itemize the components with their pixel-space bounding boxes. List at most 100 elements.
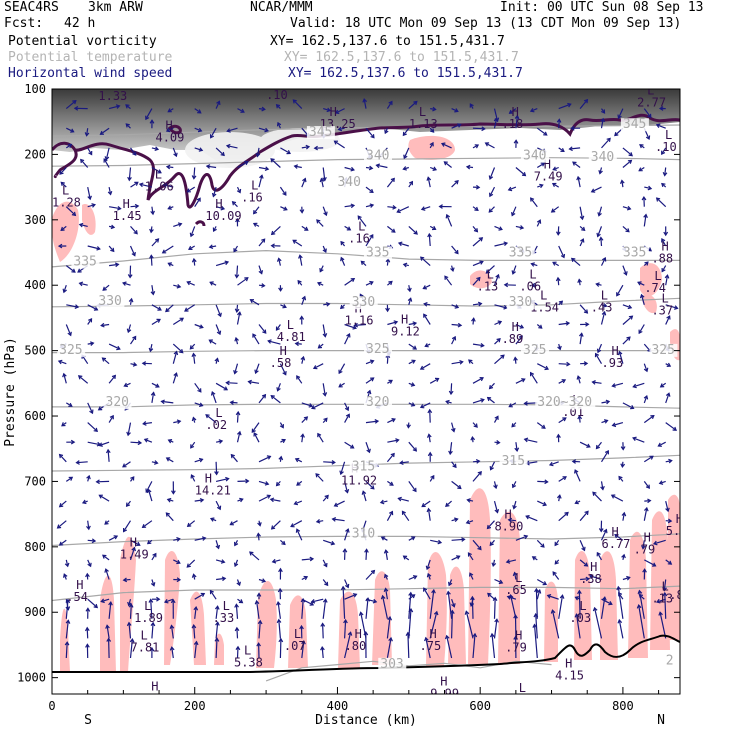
wind-arrow-head [340,240,345,246]
wind-arrow-head [141,361,147,366]
theta-label-bg [335,175,364,189]
wind-arrow [322,599,327,619]
wind-arrow [600,237,603,247]
wind-arrow-head [412,321,418,326]
wind-arrow-head [408,591,413,597]
wind-arrow-head [614,132,619,137]
wind-arrow [421,206,431,210]
wind-arrow [151,318,161,326]
pv-patch [408,135,455,160]
wind-arrow-head [596,551,601,557]
wind-arrow [557,277,560,286]
wind-arrow [536,589,541,600]
wind-arrow-head [620,446,626,451]
wind-arrow-head [320,622,326,627]
wind-arrow [79,223,88,227]
wind-arrow-head [374,419,380,424]
wind-arrow-head [105,448,111,454]
wind-arrow-head [532,623,538,628]
wind-arrow-head [84,626,90,632]
wind-arrow-head [225,143,231,149]
theta-label: 335 [366,245,389,260]
wind-arrow [601,400,610,404]
wind-arrow [79,282,88,286]
wind-arrow-head [101,357,107,362]
wind-arrow-head [601,257,607,262]
wind-arrow-head [519,225,525,230]
wind-arrow [335,108,345,114]
hl-marker-value: .33 [213,611,235,625]
wind-arrow [215,382,228,391]
wind-arrow-head [475,184,481,190]
wind-arrow-head [128,297,134,303]
pv-patch [52,201,79,262]
wind-arrow-head [444,634,450,640]
wind-arrow-head [585,321,590,327]
wind-arrow-head [390,177,395,182]
wind-arrow-head [323,417,328,423]
wind-arrow [215,559,225,563]
wind-arrow [578,590,581,619]
wind-arrow-head [141,523,147,529]
wind-arrow-head [326,107,332,113]
hl-marker-kind: L [529,267,536,281]
wind-arrow-head [60,181,65,186]
wind-arrow-head [620,463,626,469]
wind-arrow [334,500,345,507]
wind-arrow [322,383,326,396]
wind-arrow-head [126,328,132,334]
wind-arrow-head [448,390,454,396]
wind-arrow [386,178,395,188]
wind-arrow-head [234,541,239,547]
wind-arrow [451,480,462,489]
wind-arrow-head [333,502,339,507]
wind-arrow [299,255,303,266]
wind-arrow-head [125,502,131,507]
wind-arrow [558,103,571,110]
wind-arrow-head [485,269,491,274]
pv-contour-small [194,220,206,227]
wind-arrow-head [380,594,386,600]
wind-arrow-head [518,335,523,340]
wind-arrow-head [368,165,374,171]
wind-arrow [661,147,667,155]
wind-arrow [301,146,310,149]
wind-arrow [558,322,570,326]
wind-arrow-head [353,322,359,328]
wind-arrow [277,602,281,619]
wind-arrow-head [235,410,241,416]
theta-label-bg [306,126,335,140]
wind-arrow [344,204,355,208]
wind-arrow [622,315,633,325]
wind-arrow [490,461,496,470]
wind-arrow-head [530,282,536,288]
wind-arrow-head [251,428,256,434]
wind-arrow-head [209,517,215,522]
wind-arrow-head [271,558,277,564]
field-name-pv: Potential vorticity [8,34,157,49]
wind-arrow [428,434,431,443]
wind-arrow-head [165,127,171,133]
wind-arrow [387,321,398,326]
wind-arrow-head [323,211,328,217]
wind-arrow-head [497,320,503,325]
wind-arrow [643,455,654,463]
wind-arrow [643,507,648,521]
wind-arrow-head [412,575,418,580]
wind-arrow-head [494,509,500,514]
wind-arrow [354,323,367,326]
wind-arrow-head [550,609,556,614]
wind-arrow [59,539,67,546]
wind-arrow-head [420,206,426,211]
wind-arrow [509,402,517,408]
theta-label: 320~320 [537,395,592,410]
y-tick-label: 800 [24,540,46,554]
wind-arrow [614,534,624,541]
wind-arrow [579,333,583,345]
wind-arrow [557,226,560,235]
pv-patch [338,591,360,668]
wind-arrow-head [638,167,643,172]
wind-arrow [451,336,456,345]
wind-arrow-head [297,279,302,285]
wind-arrow [102,284,110,291]
